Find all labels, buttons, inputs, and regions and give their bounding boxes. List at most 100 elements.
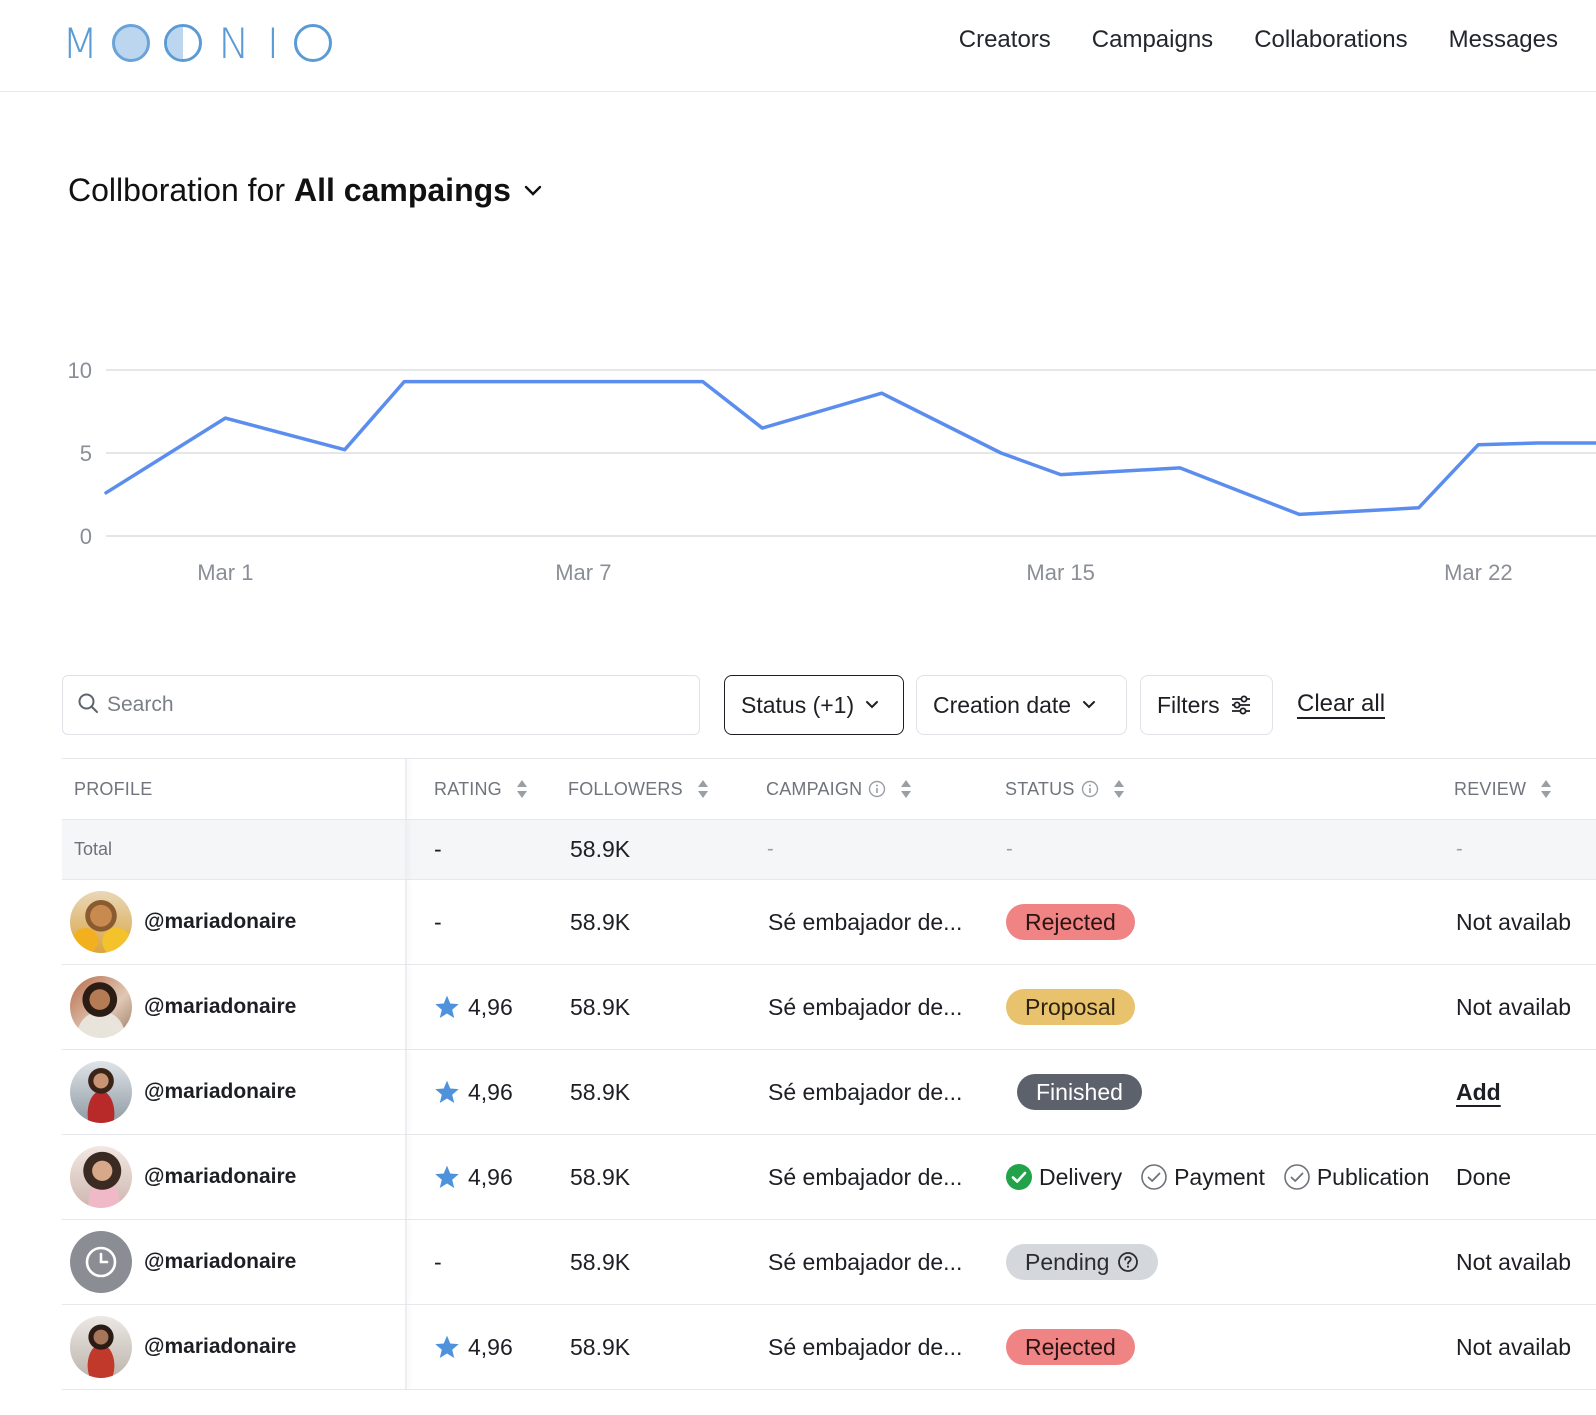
sort-icon[interactable] xyxy=(1540,779,1552,799)
check-circle-filled-icon xyxy=(1005,1163,1033,1191)
sort-icon[interactable] xyxy=(697,779,709,799)
status-steps-cell: Delivery Payment Publication xyxy=(1005,1135,1447,1219)
main-nav: Creators Campaigns Collaborations Messag… xyxy=(959,26,1558,54)
total-campaign: - xyxy=(767,838,774,860)
campaign-cell[interactable]: Sé embajador de... xyxy=(768,1078,963,1105)
clear-all-link[interactable]: Clear all xyxy=(1297,690,1386,717)
filters-button[interactable]: Filters xyxy=(1140,675,1273,735)
profile-handle[interactable]: @mariadonaire xyxy=(144,1080,297,1103)
moonio-logo[interactable]: M N I xyxy=(62,18,332,68)
status-cell: Finished xyxy=(1017,1050,1142,1134)
add-review-link[interactable]: Add xyxy=(1456,1078,1501,1105)
table-row[interactable]: @mariadonaire - 58.9K Sé embajador de...… xyxy=(62,1220,1596,1305)
table-total-row: Total - 58.9K - - - xyxy=(62,820,1596,880)
avatar xyxy=(70,1061,132,1123)
profile-cell[interactable]: @mariadonaire xyxy=(62,880,296,964)
info-icon[interactable] xyxy=(1081,780,1099,798)
review-cell: Not availab xyxy=(1456,1248,1572,1275)
chevron-down-icon xyxy=(864,699,880,711)
table-row[interactable]: @mariadonaire 4,96 58.9K Sé embajador de… xyxy=(62,965,1596,1050)
campaign-selector[interactable]: All campaings xyxy=(294,172,511,208)
star-icon xyxy=(434,994,460,1020)
chart-series-line xyxy=(104,379,1596,517)
profile-handle[interactable]: @mariadonaire xyxy=(144,1335,297,1358)
star-icon xyxy=(434,1079,460,1105)
creation-date-label: Creation date xyxy=(933,691,1072,718)
profile-handle[interactable]: @mariadonaire xyxy=(144,910,297,933)
column-header-status[interactable]: STATUS xyxy=(1005,759,1125,819)
review-cell: Not availab xyxy=(1456,993,1572,1020)
clock-icon xyxy=(85,1246,117,1278)
followers-cell: 58.9K xyxy=(570,1078,631,1105)
table-row[interactable]: @mariadonaire 4,96 58.9K Sé embajador de… xyxy=(62,1305,1596,1390)
filters-label: Filters xyxy=(1157,691,1220,718)
chevron-down-icon[interactable] xyxy=(523,184,543,198)
profile-cell[interactable]: @mariadonaire xyxy=(62,1135,296,1219)
total-status: - xyxy=(1006,838,1013,860)
followers-cell: 58.9K xyxy=(570,1333,631,1360)
profile-cell[interactable]: @mariadonaire xyxy=(62,1050,296,1134)
help-circle-icon[interactable] xyxy=(1117,1251,1139,1273)
nav-creators[interactable]: Creators xyxy=(958,26,1051,53)
nav-messages[interactable]: Messages xyxy=(1448,26,1558,53)
column-header-followers[interactable]: FOLLOWERS xyxy=(568,759,709,819)
profile-cell[interactable]: @mariadonaire xyxy=(62,1305,296,1389)
status-cell: Rejected xyxy=(1006,880,1135,964)
rating-cell: 4,96 xyxy=(434,1050,513,1134)
status-filter-label: Status (+1) xyxy=(741,691,855,718)
campaign-cell[interactable]: Sé embajador de... xyxy=(768,1163,963,1190)
campaign-cell[interactable]: Sé embajador de... xyxy=(768,993,963,1020)
status-cell: Pending xyxy=(1006,1220,1159,1304)
sort-icon[interactable] xyxy=(900,779,912,799)
y-tick-label: 5 xyxy=(80,441,92,466)
review-cell: Not availab xyxy=(1456,1333,1572,1360)
search-field[interactable] xyxy=(62,675,700,735)
status-badge-finished: Finished xyxy=(1017,1074,1142,1110)
sort-icon[interactable] xyxy=(1113,779,1125,799)
step-delivery: Delivery xyxy=(1005,1163,1122,1191)
info-icon[interactable] xyxy=(868,780,886,798)
profile-handle[interactable]: @mariadonaire xyxy=(144,1165,297,1188)
profile-handle[interactable]: @mariadonaire xyxy=(144,995,297,1018)
star-icon xyxy=(434,1164,460,1190)
page-title: Collboration for All campaings xyxy=(68,172,543,209)
sort-icon[interactable] xyxy=(516,779,528,799)
nav-campaigns[interactable]: Campaigns xyxy=(1091,26,1214,53)
check-circle-outline-icon xyxy=(1140,1163,1168,1191)
campaign-cell[interactable]: Sé embajador de... xyxy=(768,908,963,935)
status-badge-rejected: Rejected xyxy=(1006,904,1135,940)
status-cell: Rejected xyxy=(1006,1305,1135,1389)
profile-cell[interactable]: @mariadonaire xyxy=(62,1220,296,1304)
avatar xyxy=(70,1146,132,1208)
status-filter-button[interactable]: Status (+1) xyxy=(724,675,904,735)
table-row[interactable]: @mariadonaire - 58.9K Sé embajador de...… xyxy=(62,880,1596,965)
review-cell: Add xyxy=(1456,1050,1501,1134)
followers-cell: 58.9K xyxy=(570,993,631,1020)
creation-date-filter-button[interactable]: Creation date xyxy=(916,675,1127,735)
column-header-profile: PROFILE xyxy=(74,778,153,799)
table-row[interactable]: @mariadonaire 4,96 58.9K Sé embajador de… xyxy=(62,1050,1596,1135)
campaign-cell[interactable]: Sé embajador de... xyxy=(768,1333,963,1360)
status-cell: Proposal xyxy=(1006,965,1135,1049)
profile-handle[interactable]: @mariadonaire xyxy=(144,1250,297,1273)
nav-collaborations[interactable]: Collaborations xyxy=(1254,26,1408,53)
rating-cell: 4,96 xyxy=(434,1135,513,1219)
search-input[interactable] xyxy=(107,693,667,717)
page-title-prefix: Collboration for xyxy=(68,172,285,208)
followers-cell: 58.9K xyxy=(570,1248,631,1275)
y-tick-label: 0 xyxy=(80,524,92,549)
column-header-campaign[interactable]: CAMPAIGN xyxy=(766,759,912,819)
x-tick-label: Mar 22 xyxy=(1444,560,1512,585)
rating-cell: 4,96 xyxy=(434,1305,513,1389)
y-tick-label: 10 xyxy=(68,358,92,383)
column-header-rating[interactable]: RATING xyxy=(434,759,528,819)
star-icon xyxy=(434,1334,460,1360)
campaign-cell[interactable]: Sé embajador de... xyxy=(768,1248,963,1275)
table-row[interactable]: @mariadonaire 4,96 58.9K Sé embajador de… xyxy=(62,1135,1596,1220)
total-rating: - xyxy=(434,836,442,862)
profile-cell[interactable]: @mariadonaire xyxy=(62,965,296,1049)
check-circle-outline-icon xyxy=(1283,1163,1311,1191)
column-header-review[interactable]: REVIEW xyxy=(1454,759,1552,819)
rating-cell: 4,96 xyxy=(434,965,513,1049)
followers-cell: 58.9K xyxy=(570,908,631,935)
